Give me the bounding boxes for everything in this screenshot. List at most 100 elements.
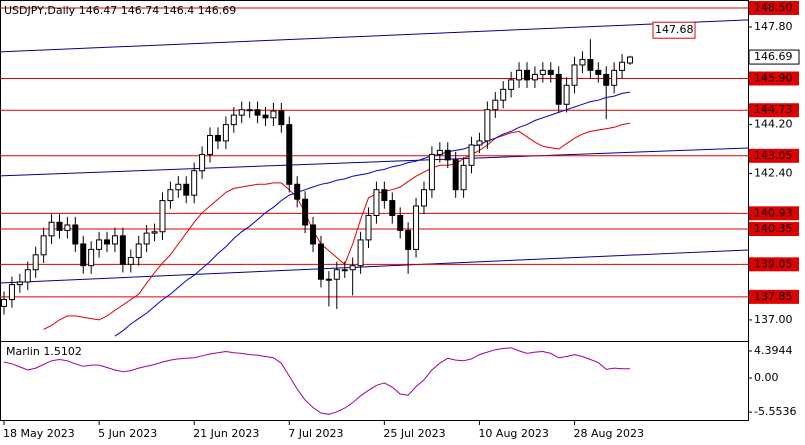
candle-body [159,200,166,233]
level-label: 137.85 [754,290,793,303]
trend-line [0,147,749,177]
candle-body [56,221,63,231]
current-price-tag [748,49,800,65]
candle-body [365,214,372,241]
candle-body [111,235,118,245]
candle-body [579,59,586,66]
candle-body [72,224,79,245]
candle-body [310,224,317,245]
symbol: USDJPY,Daily [4,4,76,17]
candle-body [135,243,142,259]
candle-body [381,189,388,202]
y-tick-label: 4.3944 [754,344,793,357]
level-tag [749,71,799,86]
candle-body [143,232,150,245]
x-tick-label: 18 May 2023 [3,427,75,440]
candle-body [104,239,111,245]
candle-body [571,64,578,86]
candle-body [436,149,443,155]
candle-body [603,73,610,86]
candle-body [317,243,324,280]
candle-body [88,248,95,267]
candle-body [80,243,87,267]
candle-body [1,299,7,307]
candle-body [175,183,182,191]
candle-body [539,69,546,75]
candle-body [373,189,380,216]
candle-body [40,235,47,256]
y-tick-label: 142.40 [754,166,793,179]
candle-body [460,164,467,191]
open-value: 146.47 [79,4,118,17]
candle-body [64,224,71,231]
candle-body [595,69,602,75]
high-value: 146.74 [121,4,160,17]
x-tick-label: 21 Jun 2023 [193,427,259,440]
level-tag [749,0,799,15]
candle-body [167,189,174,202]
moving-average [43,122,631,330]
candle-body [389,200,396,216]
candle-body [563,84,570,105]
level-tag [749,257,799,272]
candle-body [254,109,261,116]
candle-body [294,183,301,200]
candle-body [484,109,491,142]
x-tick-label: 5 Jun 2023 [98,427,157,440]
candle-body [270,110,277,119]
level-label: 144.73 [754,103,793,116]
y-tick-label: 0.00 [754,371,779,384]
candle-body [238,109,245,116]
candle-body [8,284,15,301]
indicator-line [3,347,630,415]
candle-body [341,269,348,272]
candle-body [230,114,237,126]
candle-body [420,189,427,207]
level-tag [749,103,799,118]
level-tag [749,289,799,304]
y-tick-label: -5.5536 [754,405,796,418]
candle-body [492,99,499,111]
candle-body [531,73,538,81]
candle-body [246,109,253,112]
x-tick-label: 10 Aug 2023 [478,427,548,440]
candle-body [24,269,31,283]
candle-body [476,140,483,146]
x-tick-label: 25 Jul 2023 [383,427,445,440]
candle-body [357,239,364,267]
level-tag [749,222,799,237]
candle-body [222,124,229,142]
level-label: 140.35 [754,222,793,235]
level-label: 148.50 [754,1,793,14]
candle-body [508,79,515,90]
annotation: 147.68 [655,23,694,36]
candle-body [302,198,309,226]
candle-body [207,134,214,155]
trend-line [0,249,749,284]
candle-body [151,231,158,234]
candle-body [428,153,435,191]
annotation-box [652,21,696,39]
chart-header: USDJPY,Daily 146.47 146.74 146.4 146.69 [4,4,236,17]
indicator-value: 1.5102 [43,345,82,358]
candle-body [611,69,618,86]
candle-body [262,114,269,119]
candle-body [555,73,562,105]
candle-body [286,124,293,185]
candle-body [500,88,507,101]
candle-body [48,221,55,237]
candle-body [349,265,356,271]
y-tick-label: 144.20 [754,118,793,131]
candle-body [587,59,594,71]
close-value: 146.69 [198,4,237,17]
candle-body [96,239,103,250]
candle-body [619,61,626,71]
candle-body [16,281,23,286]
candle-body [333,269,340,280]
level-label: 140.93 [754,206,793,219]
indicator-label: Marlin 1.5102 [6,345,82,358]
candle-body [397,214,404,231]
x-tick-label: 7 Jul 2023 [288,427,343,440]
